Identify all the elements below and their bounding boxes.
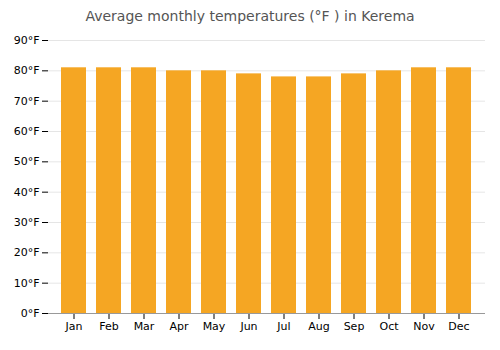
svg-text:60°F: 60°F — [14, 125, 40, 138]
svg-text:Apr: Apr — [169, 320, 189, 333]
svg-text:30°F: 30°F — [14, 216, 40, 229]
svg-text:Sep: Sep — [344, 320, 365, 333]
svg-text:Feb: Feb — [99, 320, 118, 333]
svg-text:70°F: 70°F — [14, 95, 40, 108]
svg-text:Aug: Aug — [308, 320, 329, 333]
svg-text:Jan: Jan — [65, 320, 83, 333]
svg-text:Jul: Jul — [276, 320, 290, 333]
svg-text:0°F: 0°F — [21, 307, 40, 320]
svg-text:20°F: 20°F — [14, 246, 40, 259]
html-text:Average monthly temperatures (: Average monthly temperatures (°F ) in Ke… — [85, 8, 415, 24]
svg-text:Jun: Jun — [239, 320, 257, 333]
svg-text:Dec: Dec — [448, 320, 469, 333]
svg-text:Oct: Oct — [379, 320, 399, 333]
svg-text:40°F: 40°F — [14, 186, 40, 199]
svg-text:10°F: 10°F — [14, 277, 40, 290]
svg-text:Nov: Nov — [413, 320, 435, 333]
svg-text:Mar: Mar — [134, 320, 155, 333]
svg-text:50°F: 50°F — [14, 155, 40, 168]
svg-text:May: May — [203, 320, 226, 333]
svg-text:80°F: 80°F — [14, 64, 40, 77]
svg-text:90°F: 90°F — [14, 34, 40, 47]
